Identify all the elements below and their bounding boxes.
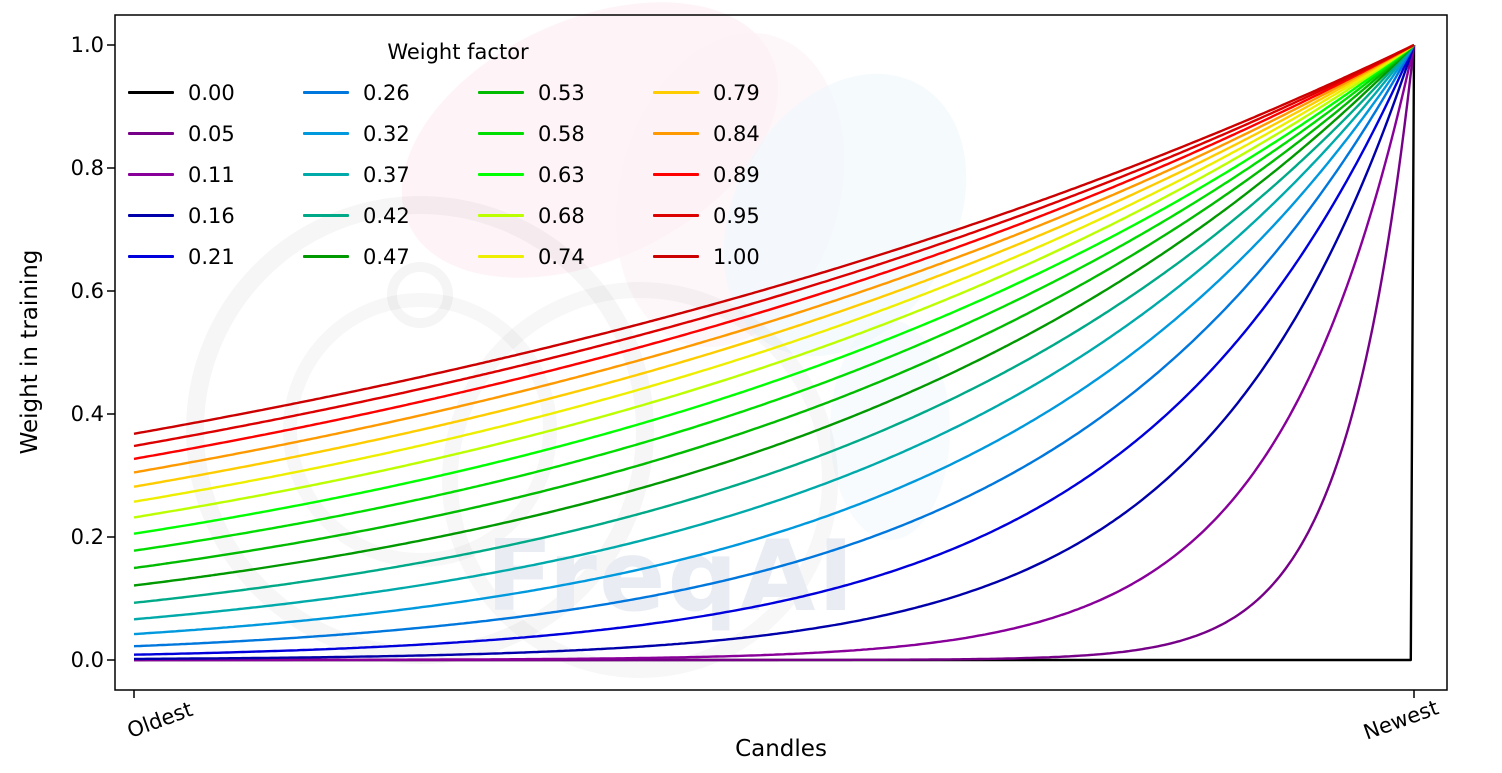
curve-weight-factor-0.42 bbox=[133, 44, 1415, 604]
curve-weight-factor-0.47 bbox=[133, 44, 1415, 587]
plot-frame bbox=[114, 14, 1448, 691]
curve-weight-factor-0.89 bbox=[133, 43, 1415, 461]
curve-weight-factor-0.63 bbox=[133, 44, 1415, 535]
curve-weight-factor-0.84 bbox=[133, 43, 1415, 474]
watermark-text: FreqAI bbox=[486, 520, 856, 634]
curve-weight-factor-0.68 bbox=[133, 44, 1415, 519]
curve-weight-factor-0.95 bbox=[133, 43, 1415, 448]
curve-weight-factor-0.32 bbox=[133, 44, 1415, 636]
curve-weight-factor-0.26 bbox=[133, 44, 1416, 648]
curve-weight-factor-0.11 bbox=[134, 44, 1416, 662]
curve-weight-factor-1.00 bbox=[133, 43, 1415, 435]
curve-weight-factor-0.21 bbox=[133, 44, 1416, 656]
curve-weight-factor-0.53 bbox=[133, 44, 1415, 570]
curve-weight-factor-0.16 bbox=[134, 44, 1416, 661]
curve-weight-factor-0.74 bbox=[133, 43, 1415, 503]
curve-weight-factor-0.58 bbox=[133, 44, 1415, 552]
curve-weight-factor-0.37 bbox=[133, 44, 1415, 621]
curve-weight-factor-0.79 bbox=[133, 43, 1415, 488]
